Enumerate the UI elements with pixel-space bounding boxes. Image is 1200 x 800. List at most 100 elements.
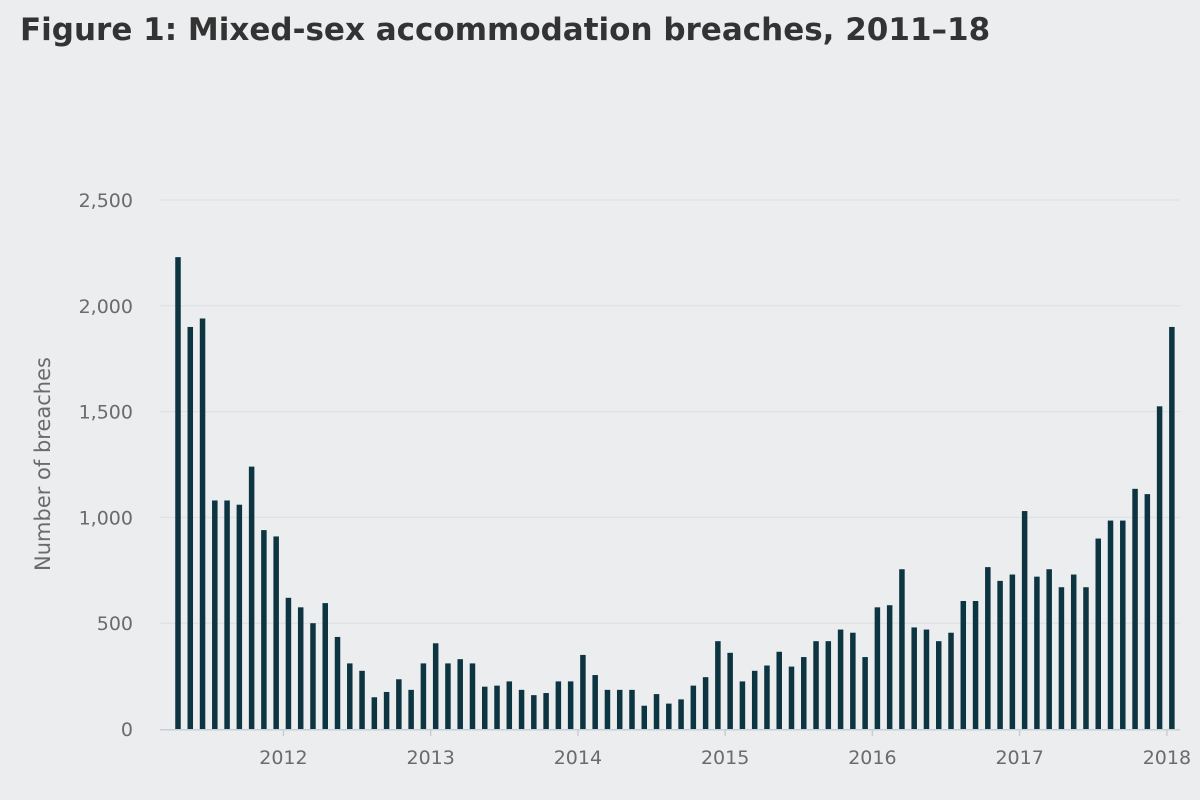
bar [1169, 326, 1175, 729]
y-tick-label: 2,500 [79, 190, 133, 212]
bar [273, 536, 279, 729]
bar [801, 657, 807, 729]
bar [248, 466, 255, 729]
bar [396, 679, 402, 729]
bar [948, 632, 954, 729]
y-tick-label: 2,000 [79, 296, 133, 318]
x-tick-label: 2013 [406, 747, 454, 769]
y-tick-label: 0 [121, 719, 133, 741]
bar [727, 652, 733, 729]
bar [359, 670, 365, 729]
x-tick-label: 2012 [259, 747, 307, 769]
bar [445, 663, 451, 729]
bar [678, 699, 684, 729]
bar [825, 641, 832, 729]
bar [567, 681, 574, 729]
bar [776, 651, 782, 729]
bar [1058, 587, 1065, 729]
bar [236, 504, 243, 729]
x-tick-label: 2018 [1143, 747, 1191, 769]
bar [457, 659, 463, 729]
bar [850, 632, 856, 729]
bar [1120, 520, 1126, 729]
bar [1107, 520, 1114, 729]
y-tick-label: 1,000 [79, 507, 133, 529]
bar [1132, 488, 1138, 729]
bar [592, 675, 598, 729]
bar [531, 695, 537, 729]
y-axis-ticks: 0 500 1,000 1,500 2,000 2,500 [79, 190, 133, 741]
bar [518, 689, 525, 729]
bar [310, 623, 316, 729]
bar [641, 705, 648, 729]
bar [666, 703, 672, 729]
x-tick-label: 2017 [995, 747, 1043, 769]
x-axis-ticks: 2012 2013 2014 2015 2016 2017 2018 [259, 729, 1191, 769]
bar [285, 597, 292, 729]
bar [764, 665, 770, 729]
bar [1144, 494, 1151, 729]
bar [175, 257, 181, 729]
bar [788, 666, 795, 729]
bar [297, 607, 304, 729]
bar [690, 685, 697, 729]
bar [408, 689, 414, 729]
bar [580, 654, 586, 729]
bar [702, 677, 709, 729]
y-tick-label: 1,500 [79, 402, 133, 424]
bar [469, 663, 476, 729]
bar [985, 567, 991, 729]
y-tick-label: 500 [97, 613, 133, 635]
bar [629, 689, 635, 729]
bar [371, 697, 378, 729]
bar [482, 686, 488, 729]
bar [1021, 511, 1028, 729]
bar [813, 641, 819, 729]
bar [874, 607, 881, 729]
bar [715, 641, 721, 729]
bar [555, 681, 562, 729]
bar [1156, 406, 1163, 729]
bar [506, 681, 513, 729]
bar [383, 691, 390, 729]
bar [862, 657, 868, 729]
bar [911, 627, 917, 729]
bar [837, 629, 844, 729]
bar [653, 694, 660, 729]
bar [1034, 576, 1040, 729]
bar [261, 530, 267, 729]
x-tick-label: 2014 [554, 747, 602, 769]
bar [1095, 538, 1101, 729]
x-tick-label: 2015 [701, 747, 749, 769]
chart-title: Figure 1: Mixed-sex accommodation breach… [20, 12, 991, 48]
bar [935, 641, 942, 729]
bar [1046, 569, 1052, 729]
bar [494, 685, 500, 729]
bar [972, 600, 979, 729]
bar [347, 663, 353, 729]
bar [224, 500, 230, 729]
bar [616, 689, 623, 729]
bar [432, 643, 439, 729]
bar [739, 681, 746, 729]
bar [751, 670, 758, 729]
bar [199, 318, 206, 729]
bar [1009, 574, 1016, 729]
bar [1070, 574, 1077, 729]
x-tick-label: 2016 [848, 747, 896, 769]
bar [899, 569, 905, 729]
bar [997, 580, 1003, 729]
bar [923, 629, 930, 729]
bar [960, 600, 967, 729]
bar [187, 326, 194, 729]
bar [886, 605, 893, 729]
bar [420, 663, 427, 729]
bar [334, 636, 341, 729]
y-axis-label: Number of breaches [31, 357, 55, 571]
bar [604, 689, 611, 729]
bar [543, 693, 549, 729]
bar [322, 603, 328, 729]
bar [212, 500, 218, 729]
